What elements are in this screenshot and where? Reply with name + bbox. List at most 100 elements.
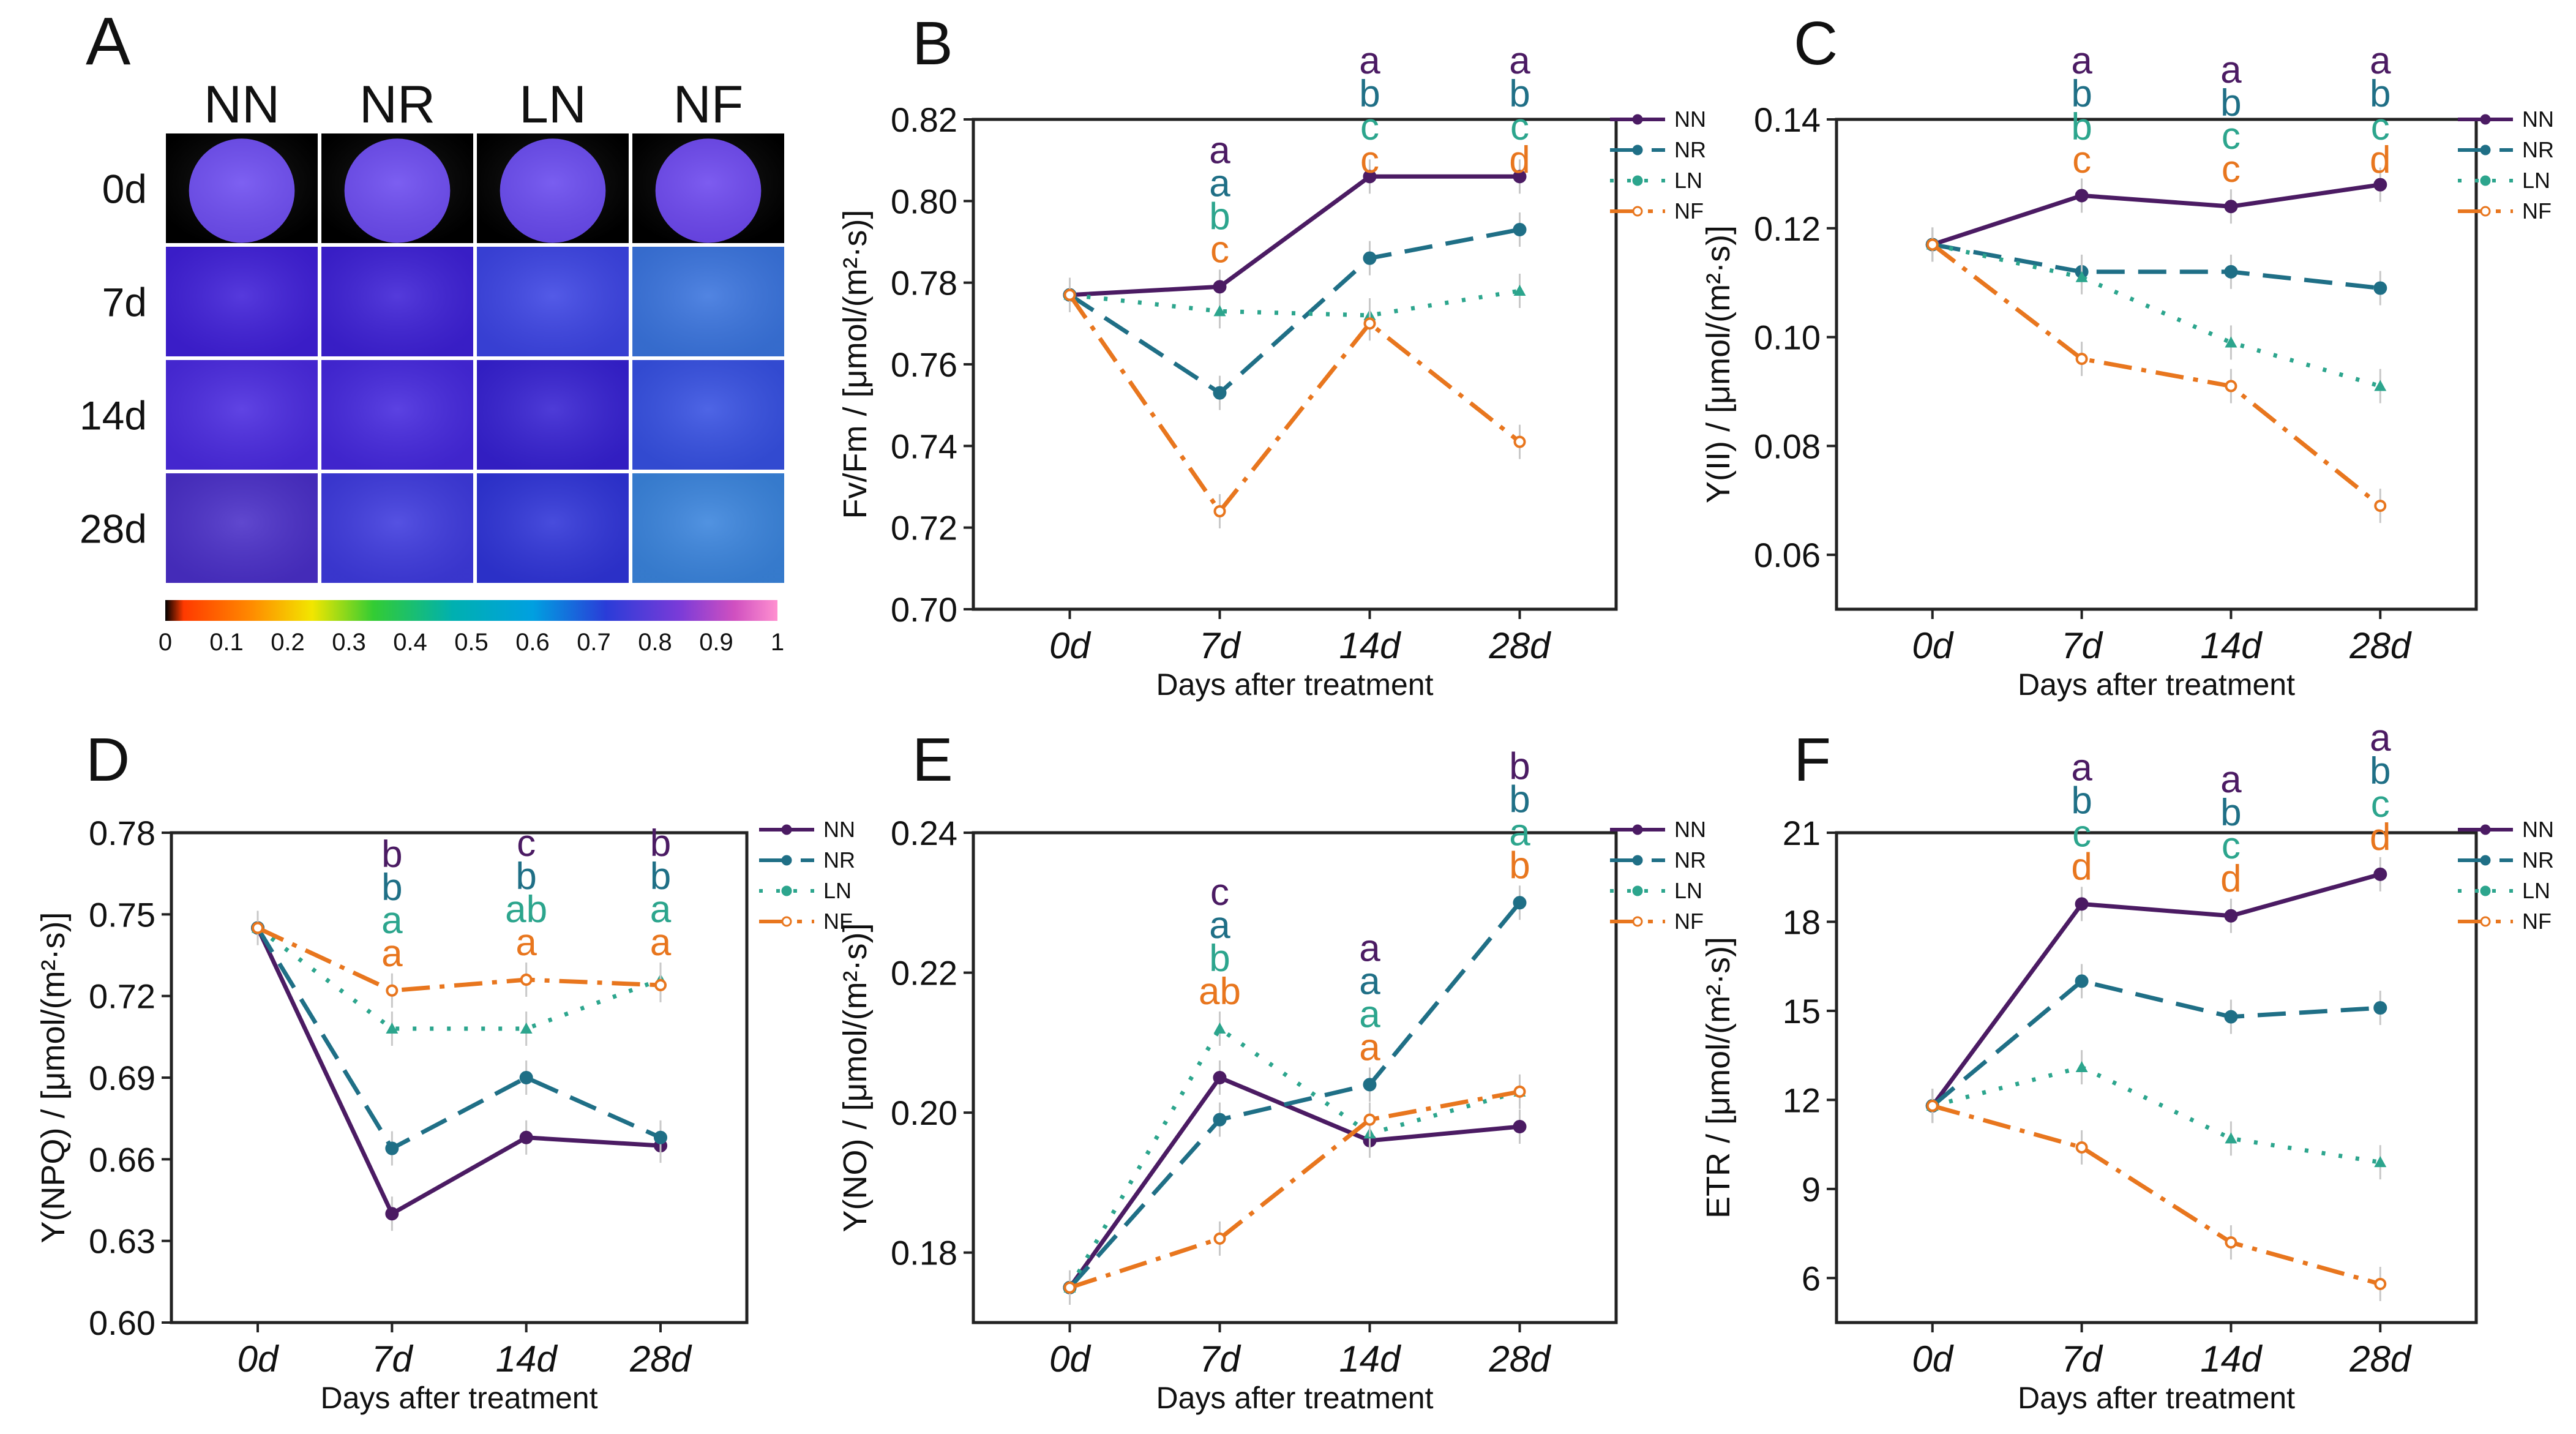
- imaging-column-label: NN: [204, 75, 280, 134]
- x-axis-label: Days after treatment: [1156, 1381, 1434, 1415]
- y-tick-label: 0.24: [891, 814, 957, 852]
- y-tick-label: 0.69: [89, 1059, 155, 1097]
- data-point: [2224, 200, 2238, 214]
- y-axis-label: Y(II) / [μmol/(m²·s)]: [1700, 225, 1737, 503]
- significance-letter: c: [2371, 106, 2390, 148]
- significance-letter: c: [2222, 148, 2241, 190]
- significance-letter: a: [650, 888, 672, 931]
- data-point: [252, 922, 264, 934]
- data-point: [1513, 1120, 1527, 1133]
- significance-letter: b: [381, 866, 402, 909]
- data-point: [1926, 1100, 1939, 1113]
- leaf-image-cell: [477, 247, 629, 356]
- x-axis-label: Days after treatment: [1156, 667, 1434, 702]
- series-line-nn: [1931, 182, 2381, 247]
- y-tick-label: 0.66: [89, 1140, 155, 1179]
- x-tick-label: 0d: [1049, 625, 1091, 666]
- y-tick-label: 0.80: [891, 182, 957, 220]
- y-tick-label: 0.63: [89, 1222, 155, 1261]
- cell-shading: [632, 360, 784, 470]
- x-tick-label: 7d: [372, 1338, 413, 1380]
- significance-letter: a: [1359, 927, 1380, 969]
- significance-letter: a: [1509, 40, 1530, 82]
- colorbar-tick-label: 0.3: [332, 629, 366, 656]
- data-point: [1513, 896, 1527, 910]
- data-point: [2374, 380, 2387, 391]
- legend-label: NN: [1674, 107, 1706, 132]
- series-line-nr: [1931, 978, 2381, 1108]
- legend-marker: [1632, 145, 1643, 156]
- y-axis-label: Y(NPQ) / [μmol/(m²·s)]: [35, 912, 72, 1243]
- x-tick-label: 7d: [2061, 1338, 2103, 1380]
- imaging-row-label: 28d: [80, 506, 147, 552]
- imaging-row-label: 7d: [102, 280, 147, 325]
- significance-letter: a: [1359, 993, 1380, 1035]
- significance-letter: a: [2071, 746, 2092, 789]
- leaf-image-cell: [166, 360, 318, 470]
- data-point: [1513, 170, 1527, 184]
- significance-letter: b: [381, 833, 402, 876]
- data-point: [2075, 189, 2089, 203]
- legend-label: NF: [1674, 909, 1704, 934]
- data-point: [1513, 1085, 1526, 1098]
- legend-marker: [1632, 824, 1643, 835]
- y-tick-label: 21: [1783, 814, 1821, 852]
- data-point: [1363, 317, 1376, 330]
- leaf-image-cell: [321, 247, 473, 356]
- significance-letter: b: [2220, 82, 2241, 124]
- series-line-ln: [1069, 288, 1521, 318]
- y-tick-label: 0.14: [1754, 100, 1821, 139]
- imaging-row-label: 14d: [80, 393, 147, 438]
- significance-letter: d: [2220, 858, 2241, 900]
- plot-frame: [972, 831, 1618, 1324]
- data-point: [2075, 1141, 2088, 1154]
- significance-letter: a: [515, 922, 537, 964]
- y-tick-label: 0.60: [89, 1304, 155, 1342]
- legend-label: NR: [1674, 137, 1706, 162]
- significance-letter: a: [381, 899, 403, 942]
- legend-label: NR: [1674, 847, 1706, 873]
- series-line-nf: [1068, 293, 1521, 514]
- significance-letter: a: [2220, 49, 2242, 91]
- leaf-image-cell: [632, 133, 784, 243]
- colorbar-tick-label: 0.2: [271, 629, 305, 656]
- cell-shading: [477, 360, 629, 470]
- y-tick-label: 12: [1783, 1081, 1821, 1119]
- legend-label: NR: [2522, 847, 2554, 873]
- data-point: [2225, 336, 2237, 348]
- x-tick-label: 28d: [629, 1338, 692, 1380]
- data-point: [2075, 1061, 2088, 1073]
- significance-letter: a: [1209, 129, 1230, 171]
- cell-shading: [321, 473, 473, 583]
- data-point: [2224, 1010, 2238, 1024]
- legend-label: LN: [1674, 878, 1702, 903]
- y-tick-label: 0.76: [891, 345, 957, 384]
- chart-panel-b: B 0.70 0.72 0.74 0.76 0.78 0.80 0.82 0d 7d 14d 28d D…: [837, 9, 1706, 702]
- legend-label: LN: [1674, 168, 1702, 193]
- significance-letter: d: [2370, 816, 2391, 858]
- series-line-nf: [256, 926, 661, 993]
- colorbar-tick-label: 0.7: [577, 629, 611, 656]
- leaf-image-cell: [632, 360, 784, 470]
- significance-letter: b: [2071, 779, 2092, 822]
- data-point: [2374, 1156, 2387, 1168]
- significance-letter: c: [2222, 115, 2241, 157]
- x-tick-label: 14d: [496, 1338, 558, 1380]
- x-tick-label: 14d: [2200, 1338, 2263, 1380]
- significance-letter: a: [1359, 960, 1380, 1002]
- data-point: [2374, 500, 2387, 512]
- cell-shading: [632, 247, 784, 356]
- significance-letter: b: [1359, 73, 1380, 115]
- legend-marker: [2480, 824, 2491, 835]
- significance-letter: c: [2072, 139, 2091, 181]
- legend-marker: [2480, 916, 2491, 927]
- significance-letter: d: [2370, 139, 2391, 181]
- data-point: [1363, 251, 1377, 265]
- data-point: [2225, 1132, 2237, 1144]
- significance-letter: b: [1509, 844, 1530, 887]
- significance-letter: a: [2370, 40, 2391, 82]
- y-tick-label: 0.78: [891, 264, 957, 302]
- series-line-ln: [1932, 242, 2381, 388]
- data-point: [1063, 1281, 1076, 1294]
